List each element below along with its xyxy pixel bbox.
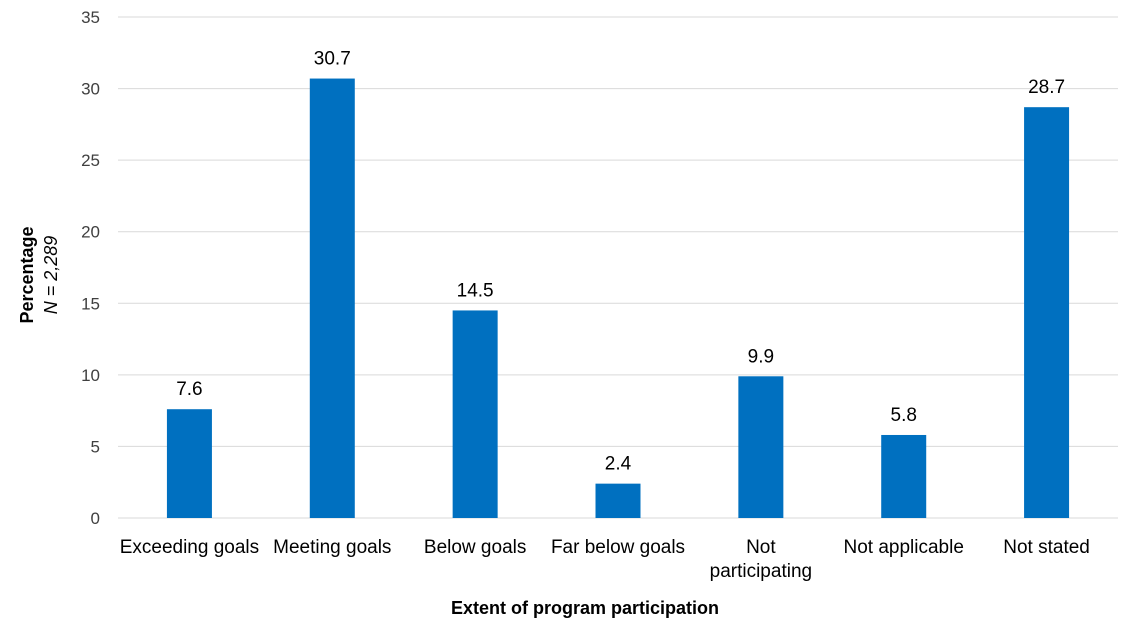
bar [881,434,927,518]
gridlines [118,16,1118,519]
y-tick-label: 20 [81,223,100,242]
data-label: 28.7 [1028,77,1065,98]
bar [452,310,498,518]
y-axis-title: Percentage [17,226,37,323]
bar [1024,107,1070,519]
data-label: 5.8 [891,405,917,426]
data-label: 7.6 [176,379,202,400]
x-category-label: participating [710,561,812,582]
x-axis-categories: Exceeding goals Meeting goals Below goals F… [120,537,1090,582]
data-label: 2.4 [605,454,632,475]
x-category-label: Below goals [424,537,526,558]
x-axis-title: Extent of program participation [451,598,719,618]
data-label: 30.7 [314,49,351,70]
bar [738,376,784,518]
bars [166,78,1070,519]
y-tick-label: 15 [81,294,100,313]
data-label: 9.9 [748,346,774,367]
y-tick-label: 35 [81,8,100,27]
x-category-label: Exceeding goals [120,537,259,558]
x-category-label: Not applicable [844,537,964,558]
y-tick-label: 25 [81,151,100,170]
y-axis-subtitle: N = 2,289 [41,236,61,315]
y-tick-label: 0 [91,509,100,528]
data-labels: 7.6 30.7 14.5 2.4 9.9 5.8 28.7 [176,49,1065,475]
x-category-label: Far below goals [551,537,685,558]
y-tick-label: 5 [91,437,100,456]
data-label: 14.5 [457,280,494,301]
bar [595,483,641,518]
bar [309,78,355,519]
y-axis-ticks: 0 5 10 15 20 25 30 35 [81,8,100,528]
y-tick-label: 30 [81,80,100,99]
bar [166,409,212,518]
x-category-label: Not stated [1003,537,1090,558]
x-category-label: Not [746,537,776,558]
x-category-label: Meeting goals [273,537,391,558]
y-tick-label: 10 [81,366,100,385]
